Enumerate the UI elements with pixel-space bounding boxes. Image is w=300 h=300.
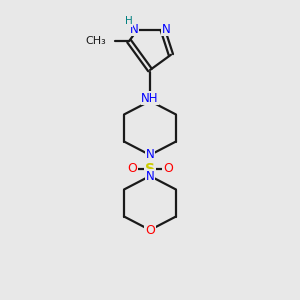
Text: N: N <box>146 169 154 182</box>
Text: O: O <box>127 163 137 176</box>
Text: N: N <box>146 148 154 161</box>
Text: O: O <box>145 224 155 236</box>
Text: NH: NH <box>141 92 159 104</box>
Text: N: N <box>162 23 170 36</box>
Text: CH₃: CH₃ <box>85 36 106 46</box>
Text: O: O <box>163 163 173 176</box>
Text: H: H <box>125 16 133 26</box>
Text: S: S <box>145 162 155 176</box>
Text: N: N <box>130 23 138 36</box>
